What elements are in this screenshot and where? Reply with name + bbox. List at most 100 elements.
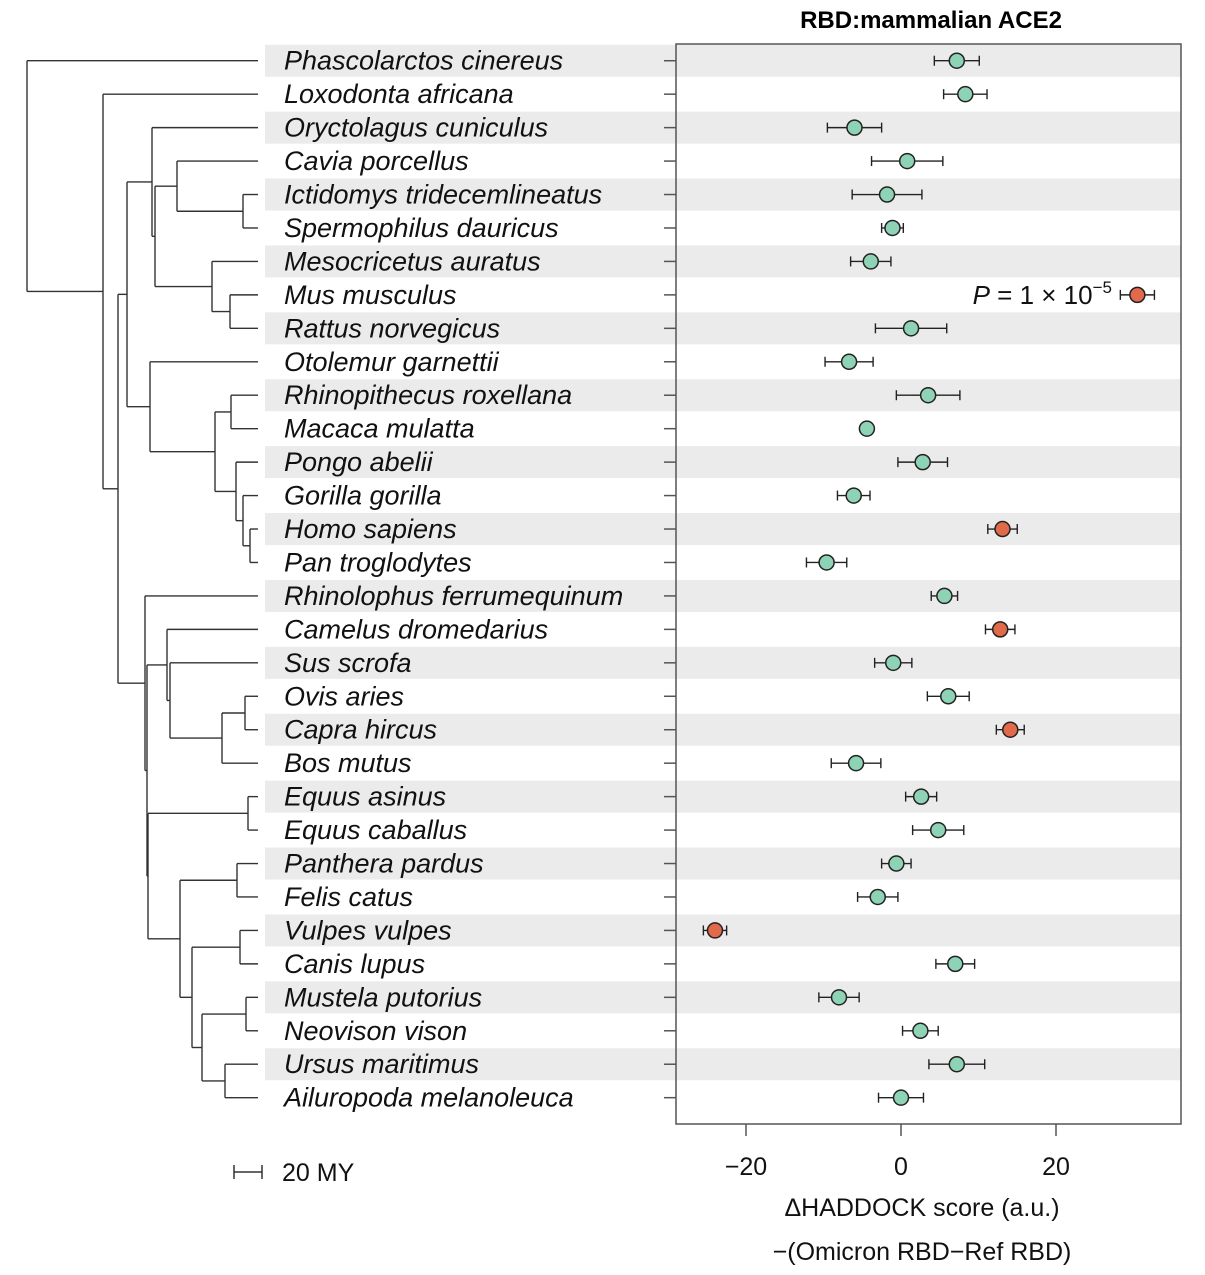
species-label: Vulpes vulpes (284, 915, 452, 945)
row-band (265, 847, 1181, 880)
row-band (265, 981, 1181, 1014)
data-point (930, 587, 959, 605)
species-label: Macaca mulatta (284, 414, 475, 444)
scale-bar-label: 20 MY (282, 1159, 355, 1187)
species-label: Felis catus (284, 882, 413, 912)
point-marker (706, 922, 724, 939)
point-marker (912, 1022, 929, 1040)
point-marker (948, 1055, 966, 1073)
data-point (824, 353, 874, 371)
data-point (928, 1055, 986, 1073)
data-point (897, 453, 949, 471)
point-marker (902, 320, 920, 337)
species-label: Oryctolagus cuniculus (284, 113, 548, 143)
data-point (826, 119, 883, 136)
data-point (870, 152, 944, 170)
data-point (805, 554, 848, 571)
row-band (265, 312, 1181, 345)
point-marker (878, 186, 896, 203)
point-marker (929, 821, 947, 839)
point-marker (858, 420, 876, 437)
p-symbol: P (973, 280, 991, 310)
species-label: Homo sapiens (284, 514, 457, 544)
x-axis-label-line2: −(Omicron RBD−Ref RBD) (773, 1238, 1072, 1266)
species-label: Bos mutus (284, 748, 412, 778)
species-label: Mesocricetus auratus (284, 246, 541, 276)
point-marker (994, 520, 1011, 538)
x-tick-label: 0 (894, 1153, 908, 1181)
data-point (880, 219, 905, 237)
data-point (935, 955, 976, 973)
data-point (849, 253, 892, 270)
point-marker (888, 855, 905, 872)
data-point (926, 688, 970, 705)
data-point (942, 85, 988, 103)
point-marker (846, 119, 863, 136)
data-points (702, 52, 1156, 1106)
point-marker (957, 85, 974, 103)
row-band (265, 44, 1181, 77)
species-label: Equus asinus (284, 782, 446, 812)
species-label: Ailuropoda melanoleuca (282, 1083, 574, 1113)
x-axis: −20 0 20 (725, 1124, 1070, 1181)
data-point (830, 754, 882, 772)
data-point (858, 420, 876, 437)
species-label: Rhinopithecus roxellana (284, 380, 572, 410)
row-band (265, 111, 1181, 144)
data-point (1119, 286, 1156, 304)
point-marker (847, 754, 865, 772)
species-label: Capra hircus (284, 715, 437, 745)
species-label: Rattus norvegicus (284, 313, 500, 343)
data-point (836, 487, 871, 504)
species-label: Gorilla gorilla (284, 481, 442, 511)
species-label: Rhinolophus ferrumequinum (284, 581, 623, 611)
point-marker (884, 219, 901, 237)
point-marker (948, 52, 966, 69)
row-band (265, 446, 1181, 479)
data-point (904, 788, 938, 805)
data-point (911, 821, 965, 839)
row-band (265, 178, 1181, 211)
point-marker (862, 253, 880, 270)
data-point (901, 1022, 939, 1040)
data-point (984, 621, 1016, 638)
species-label: Ovis aries (284, 681, 404, 711)
point-marker (830, 989, 848, 1006)
row-band (265, 513, 1181, 546)
data-point (987, 520, 1018, 538)
p-value-text: = 1 × 10 (990, 280, 1093, 310)
data-point (873, 654, 913, 672)
point-marker (914, 453, 931, 471)
data-point (874, 320, 948, 337)
data-point (895, 386, 961, 404)
data-point (933, 52, 980, 69)
species-label: Sus scrofa (284, 648, 412, 678)
row-band (265, 579, 1181, 612)
point-marker (1002, 721, 1019, 738)
data-point (818, 989, 860, 1006)
species-label: Equus caballus (284, 815, 467, 845)
scale-bar: 20 MY (233, 1159, 355, 1187)
p-value-annotation: P = 1 × 10−5 (973, 278, 1112, 310)
point-marker (885, 654, 902, 672)
species-label: Ursus maritimus (284, 1049, 479, 1079)
point-marker (1129, 286, 1146, 304)
point-marker (912, 788, 930, 805)
species-label: Ictidomys tridecemlineatus (284, 180, 602, 210)
x-tick-label: −20 (725, 1153, 767, 1181)
x-axis-label-line1: ΔHADDOCK score (a.u.) (784, 1194, 1059, 1222)
row-band (265, 713, 1181, 746)
species-label: Otolemur garnettii (284, 347, 500, 377)
y-ticks (664, 59, 676, 1099)
point-marker (869, 888, 886, 906)
data-point (995, 721, 1025, 738)
species-label: Spermophilus dauricus (284, 213, 559, 243)
data-point (877, 1089, 925, 1106)
row-band (265, 646, 1181, 679)
point-marker (898, 152, 916, 170)
species-label: Neovison vison (284, 1016, 467, 1046)
point-marker (919, 386, 937, 404)
species-label: Mus musculus (284, 280, 457, 310)
species-label: Loxodonta africana (284, 79, 514, 109)
